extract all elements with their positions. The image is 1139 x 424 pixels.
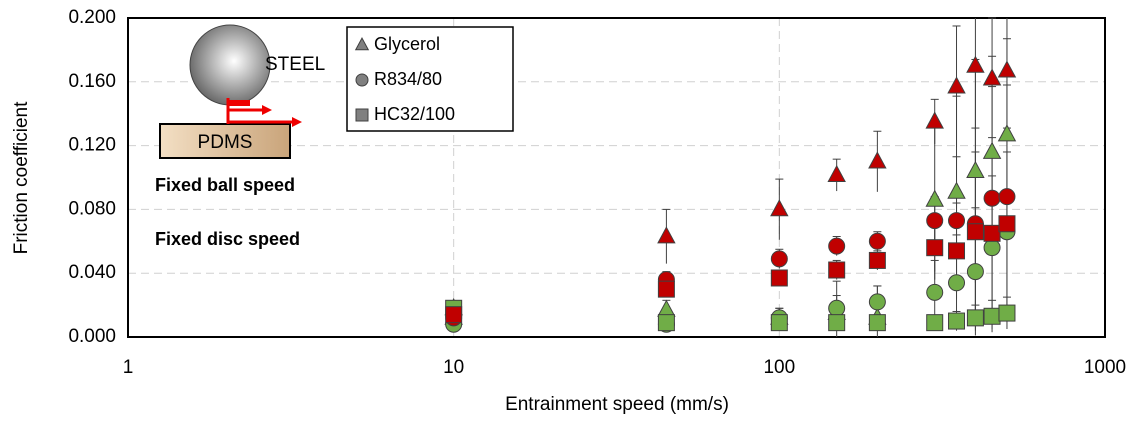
x-tick-label: 1 — [123, 357, 134, 378]
legend-label: Glycerol — [374, 34, 440, 54]
marker — [997, 124, 1017, 142]
marker — [828, 261, 846, 279]
marker — [997, 60, 1017, 78]
x-tick-label: 100 — [763, 357, 795, 378]
marker — [948, 242, 966, 260]
marker — [947, 76, 966, 94]
y-tick-label: 0.160 — [68, 71, 116, 92]
marker — [355, 73, 369, 87]
marker — [926, 239, 944, 257]
y-tick-label: 0.040 — [68, 262, 116, 283]
marker — [966, 160, 985, 179]
marker — [966, 223, 984, 241]
legend-label: HC32/100 — [374, 104, 455, 124]
annotation: Fixed ball speed — [155, 175, 295, 195]
marker — [828, 237, 846, 255]
inset-label: STEEL — [265, 54, 325, 75]
marker — [827, 164, 846, 183]
marker — [948, 274, 966, 292]
marker — [770, 314, 788, 332]
marker — [926, 212, 944, 230]
marker — [983, 189, 1001, 207]
inset: STEEL PDMS — [159, 24, 325, 159]
points — [444, 17, 1017, 337]
y-tick-label: 0.080 — [68, 198, 116, 219]
marker — [828, 299, 846, 317]
marker — [868, 232, 886, 250]
marker — [770, 269, 788, 287]
marker — [982, 68, 1002, 86]
marker — [983, 224, 1001, 242]
marker — [998, 188, 1016, 206]
marker — [982, 141, 1002, 159]
marker — [868, 251, 886, 269]
inset-label: PDMS — [198, 132, 253, 153]
marker — [926, 314, 944, 332]
marker — [926, 283, 944, 301]
y-tick-label: 0.120 — [68, 135, 116, 156]
marker — [998, 215, 1016, 233]
annotation: Fixed disc speed — [155, 229, 300, 249]
x-tick-label: 10 — [443, 357, 464, 378]
arrow-head — [292, 117, 302, 127]
plot-frame — [127, 17, 1106, 338]
marker — [355, 108, 369, 122]
marker — [948, 312, 966, 330]
marker — [354, 37, 370, 51]
flag — [228, 100, 250, 106]
marker — [828, 314, 846, 332]
marker — [925, 189, 944, 207]
marker — [868, 314, 886, 332]
marker — [445, 306, 463, 324]
x-axis-label: Entrainment speed (mm/s) — [505, 394, 729, 415]
marker — [966, 309, 984, 327]
x-tick-label: 1000 — [1084, 357, 1126, 378]
y-tick-label: 0.200 — [68, 7, 116, 28]
steel-ball — [189, 24, 271, 106]
legend-label: R834/80 — [374, 69, 442, 89]
marker — [770, 250, 788, 268]
marker — [925, 111, 944, 129]
marker — [947, 181, 966, 199]
marker — [657, 299, 676, 317]
marker — [983, 239, 1001, 257]
marker — [770, 199, 789, 217]
marker — [657, 280, 675, 298]
legend — [346, 26, 514, 132]
y-axis-label: Friction coefficient — [11, 101, 32, 254]
y-tick-label: 0.000 — [68, 326, 116, 347]
arrow-head — [262, 105, 272, 115]
marker — [966, 263, 984, 281]
marker — [948, 212, 966, 230]
marker — [868, 293, 886, 311]
marker — [998, 304, 1016, 322]
marker — [983, 307, 1001, 325]
marker — [868, 151, 887, 169]
marker — [657, 314, 675, 332]
marker — [966, 55, 985, 73]
pdms-pad — [159, 123, 291, 159]
marker — [657, 226, 676, 244]
